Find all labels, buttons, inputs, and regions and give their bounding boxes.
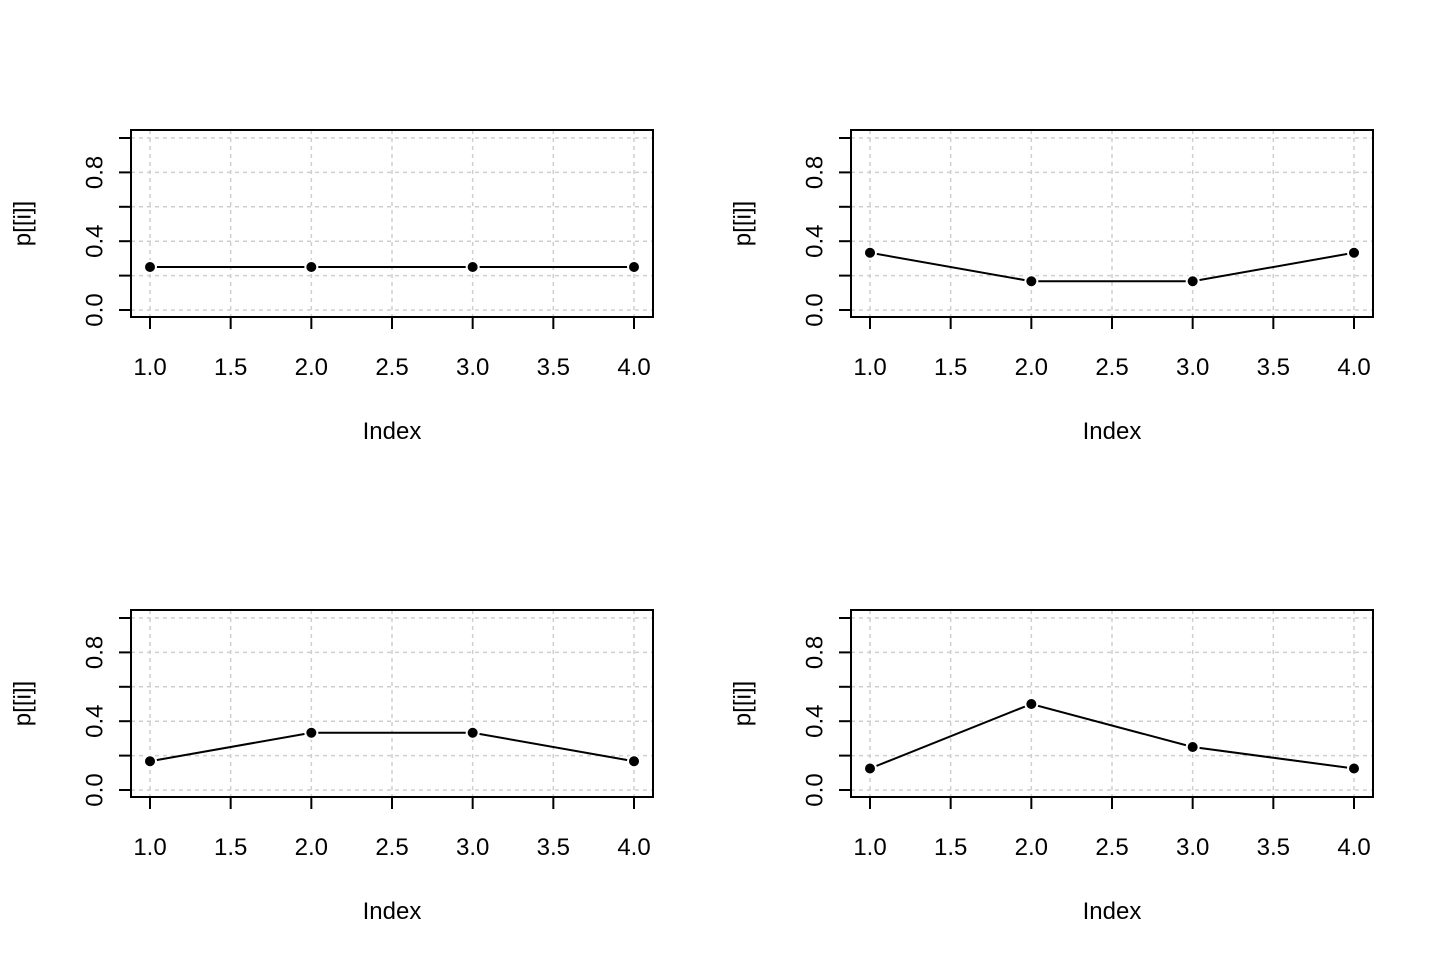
series-line — [869, 702, 1355, 770]
x-tick-label: 2.0 — [295, 354, 328, 381]
y-tick-label: 0.4 — [82, 225, 109, 258]
x-tick-label: 1.5 — [214, 354, 247, 381]
y-axis-label: p[[i]] — [10, 681, 37, 726]
data-point — [1347, 761, 1361, 776]
x-tick-label: 1.0 — [853, 354, 886, 381]
x-tick-label: 1.5 — [934, 834, 967, 861]
y-axis-label: p[[i]] — [730, 201, 757, 246]
x-tick-label: 3.5 — [1257, 354, 1290, 381]
data-point — [143, 260, 157, 274]
data-point — [304, 725, 319, 740]
x-tick-label: 3.0 — [1176, 354, 1209, 381]
panel-4: 1.0 1.5 2.0 2.5 3.0 3.5 4.0 0.0 0.4 0.8 Index p[[i]… — [730, 609, 1374, 925]
plot-frame — [130, 129, 654, 318]
y-tick-label: 0.4 — [802, 225, 829, 258]
x-tick-label: 4.0 — [1337, 354, 1370, 381]
x-tick-label: 3.0 — [1176, 834, 1209, 861]
x-axis-label: Index — [1083, 898, 1142, 925]
x-axis-label: Index — [363, 418, 422, 445]
y-tick-label: 0.8 — [802, 156, 829, 189]
plot-frame — [850, 609, 1374, 798]
x-tick-label: 2.5 — [375, 354, 408, 381]
x-tick-label: 4.0 — [617, 354, 650, 381]
data-point — [627, 754, 641, 769]
x-tick-label: 2.0 — [1015, 354, 1048, 381]
y-tick-label: 0.8 — [82, 156, 109, 189]
x-tick-label: 1.0 — [853, 834, 886, 861]
y-axis-label: p[[i]] — [730, 681, 757, 726]
y-axis-label: p[[i]] — [10, 201, 37, 246]
x-tick-label: 1.5 — [214, 834, 247, 861]
x-tick-label: 1.0 — [133, 834, 166, 861]
panel-3: 1.0 1.5 2.0 2.5 3.0 3.5 4.0 0.0 0.4 0.8 Index p[[i]… — [10, 609, 654, 925]
series-line — [869, 251, 1355, 283]
y-tick-label: 0.0 — [802, 293, 829, 326]
data-point — [1185, 740, 1200, 754]
data-point — [863, 245, 877, 260]
x-tick-label: 2.0 — [1015, 834, 1048, 861]
series-line — [149, 731, 635, 763]
y-tick-label: 0.0 — [802, 773, 829, 806]
data-point — [863, 761, 877, 776]
y-tick-label: 0.8 — [82, 636, 109, 669]
x-tick-label: 3.5 — [537, 354, 570, 381]
data-point — [627, 260, 641, 274]
y-tick-label: 0.4 — [82, 705, 109, 738]
x-tick-label: 2.5 — [375, 834, 408, 861]
x-tick-label: 2.0 — [295, 834, 328, 861]
data-point — [1024, 697, 1039, 711]
y-tick-label: 0.0 — [82, 773, 109, 806]
data-point — [304, 260, 319, 274]
data-point — [1347, 245, 1361, 260]
y-tick-label: 0.0 — [82, 293, 109, 326]
x-tick-label: 4.0 — [617, 834, 650, 861]
y-tick-label: 0.4 — [802, 705, 829, 738]
data-point — [143, 754, 157, 769]
x-tick-label: 4.0 — [1337, 834, 1370, 861]
x-axis-label: Index — [1083, 418, 1142, 445]
x-tick-label: 3.5 — [1257, 834, 1290, 861]
panel-1: 1.0 1.5 2.0 2.5 3.0 3.5 4.0 0.0 0.4 0.8 Index p[[i]… — [10, 129, 654, 445]
plot-frame — [130, 609, 654, 798]
data-point — [1185, 274, 1200, 289]
data-point — [1024, 274, 1039, 289]
data-point — [465, 260, 480, 274]
data-point — [465, 725, 480, 740]
panel-2: 1.0 1.5 2.0 2.5 3.0 3.5 4.0 0.0 0.4 0.8 Index p[[i]… — [730, 129, 1374, 445]
plot-frame — [850, 129, 1374, 318]
x-tick-label: 3.0 — [456, 834, 489, 861]
x-tick-label: 2.5 — [1095, 834, 1128, 861]
x-tick-label: 3.0 — [456, 354, 489, 381]
y-tick-label: 0.8 — [802, 636, 829, 669]
x-tick-label: 1.5 — [934, 354, 967, 381]
x-tick-label: 2.5 — [1095, 354, 1128, 381]
x-tick-label: 1.0 — [133, 354, 166, 381]
x-axis-label: Index — [363, 898, 422, 925]
x-tick-label: 3.5 — [537, 834, 570, 861]
